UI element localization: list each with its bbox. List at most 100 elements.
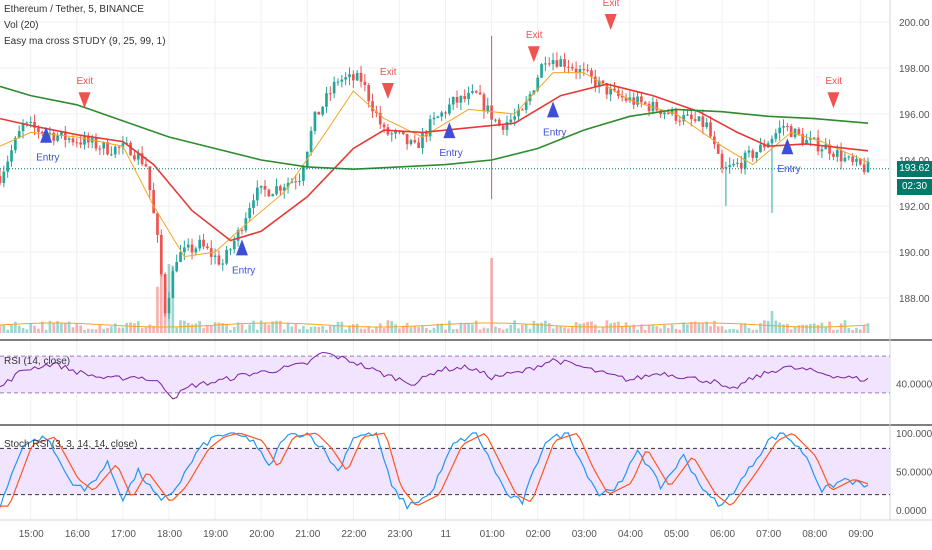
stoch-rsi-pane[interactable] xyxy=(0,432,890,510)
candlestick-series xyxy=(0,35,870,319)
price-pane[interactable]: Entry Exit Entry Exit Entry Exit Entry Exit Entr… xyxy=(0,0,890,333)
volume-bar xyxy=(217,322,221,333)
volume-bar xyxy=(620,325,624,333)
candle-body xyxy=(486,105,490,112)
candle-body xyxy=(232,240,236,250)
stoch-rsi-indicator-label[interactable]: Stoch RSI (3, 3, 14, 14, close) xyxy=(4,439,138,450)
volume-bar xyxy=(117,327,121,333)
volume-bar xyxy=(663,325,666,333)
candle-body xyxy=(459,95,463,103)
ma-cross-study-label[interactable]: Easy ma cross STUDY (9, 25, 99, 1) xyxy=(4,36,166,47)
candle-body xyxy=(202,239,205,247)
candle-body xyxy=(432,117,436,120)
candle-body xyxy=(709,122,712,137)
volume-bar xyxy=(505,328,509,333)
volume-bar xyxy=(455,328,459,333)
price-tick-label: 190.00 xyxy=(899,248,930,259)
volume-bar xyxy=(394,324,397,333)
candle-body xyxy=(613,88,616,91)
volume-bar xyxy=(563,327,566,333)
exit-marker xyxy=(604,14,617,30)
volume-bar xyxy=(835,329,839,333)
candle-body xyxy=(10,150,13,162)
volume-bar xyxy=(463,323,467,333)
volume-bar xyxy=(86,328,90,333)
time-tick-label: 16:00 xyxy=(65,529,90,540)
volume-bar xyxy=(398,328,401,333)
time-tick-label: 11 xyxy=(441,529,452,540)
candle-body xyxy=(2,171,6,183)
candle-body xyxy=(851,156,854,162)
volume-bar xyxy=(482,327,486,333)
volume-bar xyxy=(778,322,782,333)
candle-body xyxy=(21,122,25,132)
candle-body xyxy=(290,181,294,183)
volume-bar xyxy=(371,329,374,333)
volume-bar xyxy=(52,322,56,333)
candle-body xyxy=(701,116,705,128)
volume-bar xyxy=(609,323,613,333)
candle-body xyxy=(332,81,336,94)
candle-body xyxy=(110,154,113,156)
candle-body xyxy=(259,185,263,188)
candle-body xyxy=(636,96,639,105)
candle-body xyxy=(505,122,509,130)
candle-body xyxy=(67,138,71,140)
candle-body xyxy=(236,230,240,241)
volume-bar xyxy=(186,322,190,333)
price-axis[interactable]: 188.00190.00192.00194.00196.00198.00200.… xyxy=(896,18,932,517)
candle-body xyxy=(275,186,278,195)
candle-body xyxy=(474,91,478,93)
candle-body xyxy=(478,92,482,95)
volume-bar xyxy=(363,328,367,333)
volume-bar xyxy=(478,329,482,333)
volume-bar xyxy=(520,324,524,333)
candle-body xyxy=(482,94,486,112)
volume-bar xyxy=(751,329,755,333)
candle-body xyxy=(117,146,121,148)
exit-label: Exit xyxy=(825,76,842,87)
volume-bar xyxy=(60,323,63,333)
volume-indicator-label[interactable]: Vol (20) xyxy=(4,20,39,31)
stoch-tick-label: 100.0000 xyxy=(896,429,932,440)
volume-bar xyxy=(71,327,75,333)
rsi-indicator-label[interactable]: RSI (14, close) xyxy=(4,356,71,367)
time-tick-label: 23:00 xyxy=(387,529,412,540)
candle-body xyxy=(148,166,152,191)
candle-body xyxy=(674,109,678,121)
candle-body xyxy=(755,152,758,159)
volume-bar xyxy=(532,320,536,333)
volume-bar xyxy=(48,320,52,333)
volume-bar xyxy=(282,329,286,333)
rsi-pane[interactable] xyxy=(0,351,890,400)
volume-bar xyxy=(159,267,163,333)
candle-body xyxy=(732,163,735,166)
volume-bar xyxy=(355,323,359,333)
volume-bar xyxy=(513,320,516,333)
volume-bar xyxy=(855,327,858,333)
entry-marker xyxy=(40,126,53,143)
volume-bar xyxy=(198,321,202,333)
candle-body xyxy=(409,140,413,145)
candle-body xyxy=(340,79,344,82)
candle-body xyxy=(812,137,816,139)
time-axis[interactable]: 15:00 16:00 17:00 18:00 19:00 20:00 21:00 22:00… xyxy=(19,529,874,540)
entry-marker xyxy=(235,239,248,256)
candle-body xyxy=(248,207,251,219)
volume-bar xyxy=(325,329,328,333)
volume-bar xyxy=(544,320,547,333)
volume-bar xyxy=(666,328,670,333)
ma-25-line xyxy=(0,83,869,242)
candle-body xyxy=(0,176,2,183)
stoch-band-fill xyxy=(0,448,890,495)
candle-body xyxy=(578,68,582,73)
volume-bar xyxy=(474,320,478,333)
candle-body xyxy=(582,68,586,70)
candle-body xyxy=(501,125,505,130)
candle-body xyxy=(805,139,808,144)
volume-bar xyxy=(413,325,417,333)
stoch-tick-label: 50.0000 xyxy=(896,468,932,479)
volume-bar xyxy=(144,327,148,333)
candle-body xyxy=(229,249,232,251)
